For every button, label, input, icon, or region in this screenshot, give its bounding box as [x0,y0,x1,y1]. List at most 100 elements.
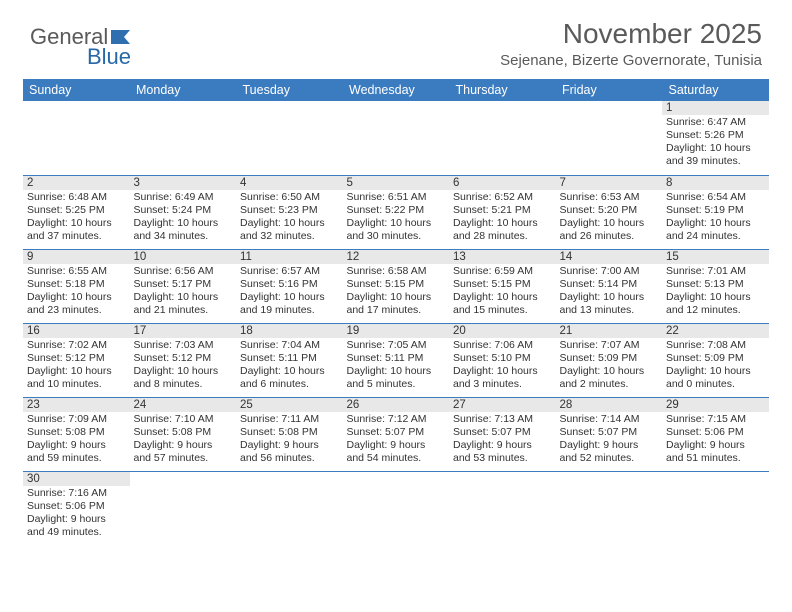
calendar-cell: 13Sunrise: 6:59 AMSunset: 5:15 PMDayligh… [449,249,556,323]
daylight-line1: Daylight: 9 hours [240,439,339,452]
daylight-line2: and 51 minutes. [666,452,765,465]
calendar-cell: 21Sunrise: 7:07 AMSunset: 5:09 PMDayligh… [556,323,663,397]
daylight-line2: and 39 minutes. [666,155,765,168]
day-details: Sunrise: 6:49 AMSunset: 5:24 PMDaylight:… [130,190,237,246]
title-block: November 2025 Sejenane, Bizerte Governor… [500,18,762,69]
calendar-cell: 20Sunrise: 7:06 AMSunset: 5:10 PMDayligh… [449,323,556,397]
daylight-line1: Daylight: 10 hours [560,365,659,378]
daylight-line2: and 26 minutes. [560,230,659,243]
daylight-line1: Daylight: 9 hours [347,439,446,452]
daylight-line2: and 23 minutes. [27,304,126,317]
calendar-cell [449,471,556,545]
day-header: Monday [130,79,237,101]
daylight-line2: and 56 minutes. [240,452,339,465]
daylight-line1: Daylight: 9 hours [453,439,552,452]
day-number: 3 [130,176,237,190]
daylight-line1: Daylight: 10 hours [134,291,233,304]
location: Sejenane, Bizerte Governorate, Tunisia [500,52,762,69]
day-details: Sunrise: 7:12 AMSunset: 5:07 PMDaylight:… [343,412,450,468]
calendar-body: 1Sunrise: 6:47 AMSunset: 5:26 PMDaylight… [23,101,769,545]
daylight-line2: and 53 minutes. [453,452,552,465]
day-details: Sunrise: 7:15 AMSunset: 5:06 PMDaylight:… [662,412,769,468]
day-number: 27 [449,398,556,412]
daylight-line1: Daylight: 10 hours [666,217,765,230]
daylight-line2: and 3 minutes. [453,378,552,391]
daylight-line2: and 49 minutes. [27,526,126,539]
month-title: November 2025 [500,18,762,50]
calendar-cell: 15Sunrise: 7:01 AMSunset: 5:13 PMDayligh… [662,249,769,323]
sunrise: Sunrise: 6:57 AM [240,265,339,278]
sunset: Sunset: 5:22 PM [347,204,446,217]
calendar-cell: 11Sunrise: 6:57 AMSunset: 5:16 PMDayligh… [236,249,343,323]
logo: General Blue [30,18,136,50]
day-number: 21 [556,324,663,338]
daylight-line2: and 13 minutes. [560,304,659,317]
calendar-cell: 9Sunrise: 6:55 AMSunset: 5:18 PMDaylight… [23,249,130,323]
calendar-cell: 29Sunrise: 7:15 AMSunset: 5:06 PMDayligh… [662,397,769,471]
calendar-cell: 2Sunrise: 6:48 AMSunset: 5:25 PMDaylight… [23,175,130,249]
day-number: 12 [343,250,450,264]
sunset: Sunset: 5:24 PM [134,204,233,217]
sunrise: Sunrise: 7:16 AM [27,487,126,500]
sunset: Sunset: 5:06 PM [666,426,765,439]
day-number: 7 [556,176,663,190]
calendar-cell: 26Sunrise: 7:12 AMSunset: 5:07 PMDayligh… [343,397,450,471]
day-number: 1 [662,101,769,115]
day-number: 30 [23,472,130,486]
day-header: Sunday [23,79,130,101]
daylight-line1: Daylight: 9 hours [560,439,659,452]
sunset: Sunset: 5:09 PM [666,352,765,365]
sunrise: Sunrise: 6:51 AM [347,191,446,204]
day-number: 26 [343,398,450,412]
daylight-line2: and 17 minutes. [347,304,446,317]
daylight-line1: Daylight: 9 hours [27,513,126,526]
day-header: Saturday [662,79,769,101]
sunrise: Sunrise: 6:54 AM [666,191,765,204]
day-details: Sunrise: 6:56 AMSunset: 5:17 PMDaylight:… [130,264,237,320]
sunrise: Sunrise: 7:09 AM [27,413,126,426]
sunrise: Sunrise: 7:15 AM [666,413,765,426]
sunrise: Sunrise: 7:07 AM [560,339,659,352]
sunrise: Sunrise: 6:56 AM [134,265,233,278]
daylight-line1: Daylight: 10 hours [666,142,765,155]
daylight-line1: Daylight: 10 hours [240,217,339,230]
calendar-cell: 7Sunrise: 6:53 AMSunset: 5:20 PMDaylight… [556,175,663,249]
daylight-line1: Daylight: 10 hours [240,291,339,304]
day-details: Sunrise: 6:58 AMSunset: 5:15 PMDaylight:… [343,264,450,320]
sunrise: Sunrise: 6:53 AM [560,191,659,204]
daylight-line1: Daylight: 9 hours [134,439,233,452]
calendar-cell: 1Sunrise: 6:47 AMSunset: 5:26 PMDaylight… [662,101,769,175]
day-details: Sunrise: 7:08 AMSunset: 5:09 PMDaylight:… [662,338,769,394]
sunrise: Sunrise: 7:14 AM [560,413,659,426]
day-number: 8 [662,176,769,190]
day-number: 24 [130,398,237,412]
day-details: Sunrise: 6:55 AMSunset: 5:18 PMDaylight:… [23,264,130,320]
sunrise: Sunrise: 7:04 AM [240,339,339,352]
day-details: Sunrise: 6:54 AMSunset: 5:19 PMDaylight:… [662,190,769,246]
calendar-row: 9Sunrise: 6:55 AMSunset: 5:18 PMDaylight… [23,249,769,323]
daylight-line1: Daylight: 10 hours [347,365,446,378]
sunset: Sunset: 5:17 PM [134,278,233,291]
day-header: Friday [556,79,663,101]
sunrise: Sunrise: 7:08 AM [666,339,765,352]
sunrise: Sunrise: 7:11 AM [240,413,339,426]
calendar-cell: 25Sunrise: 7:11 AMSunset: 5:08 PMDayligh… [236,397,343,471]
day-number: 17 [130,324,237,338]
day-number: 2 [23,176,130,190]
day-details: Sunrise: 7:11 AMSunset: 5:08 PMDaylight:… [236,412,343,468]
calendar-cell: 30Sunrise: 7:16 AMSunset: 5:06 PMDayligh… [23,471,130,545]
daylight-line2: and 37 minutes. [27,230,126,243]
calendar-cell: 3Sunrise: 6:49 AMSunset: 5:24 PMDaylight… [130,175,237,249]
calendar-row: 23Sunrise: 7:09 AMSunset: 5:08 PMDayligh… [23,397,769,471]
calendar-cell: 8Sunrise: 6:54 AMSunset: 5:19 PMDaylight… [662,175,769,249]
calendar-cell [130,471,237,545]
day-number: 16 [23,324,130,338]
day-details: Sunrise: 7:04 AMSunset: 5:11 PMDaylight:… [236,338,343,394]
sunrise: Sunrise: 7:10 AM [134,413,233,426]
day-details: Sunrise: 7:14 AMSunset: 5:07 PMDaylight:… [556,412,663,468]
daylight-line1: Daylight: 10 hours [27,365,126,378]
day-details: Sunrise: 7:06 AMSunset: 5:10 PMDaylight:… [449,338,556,394]
day-number: 20 [449,324,556,338]
calendar-cell: 6Sunrise: 6:52 AMSunset: 5:21 PMDaylight… [449,175,556,249]
calendar-cell: 22Sunrise: 7:08 AMSunset: 5:09 PMDayligh… [662,323,769,397]
